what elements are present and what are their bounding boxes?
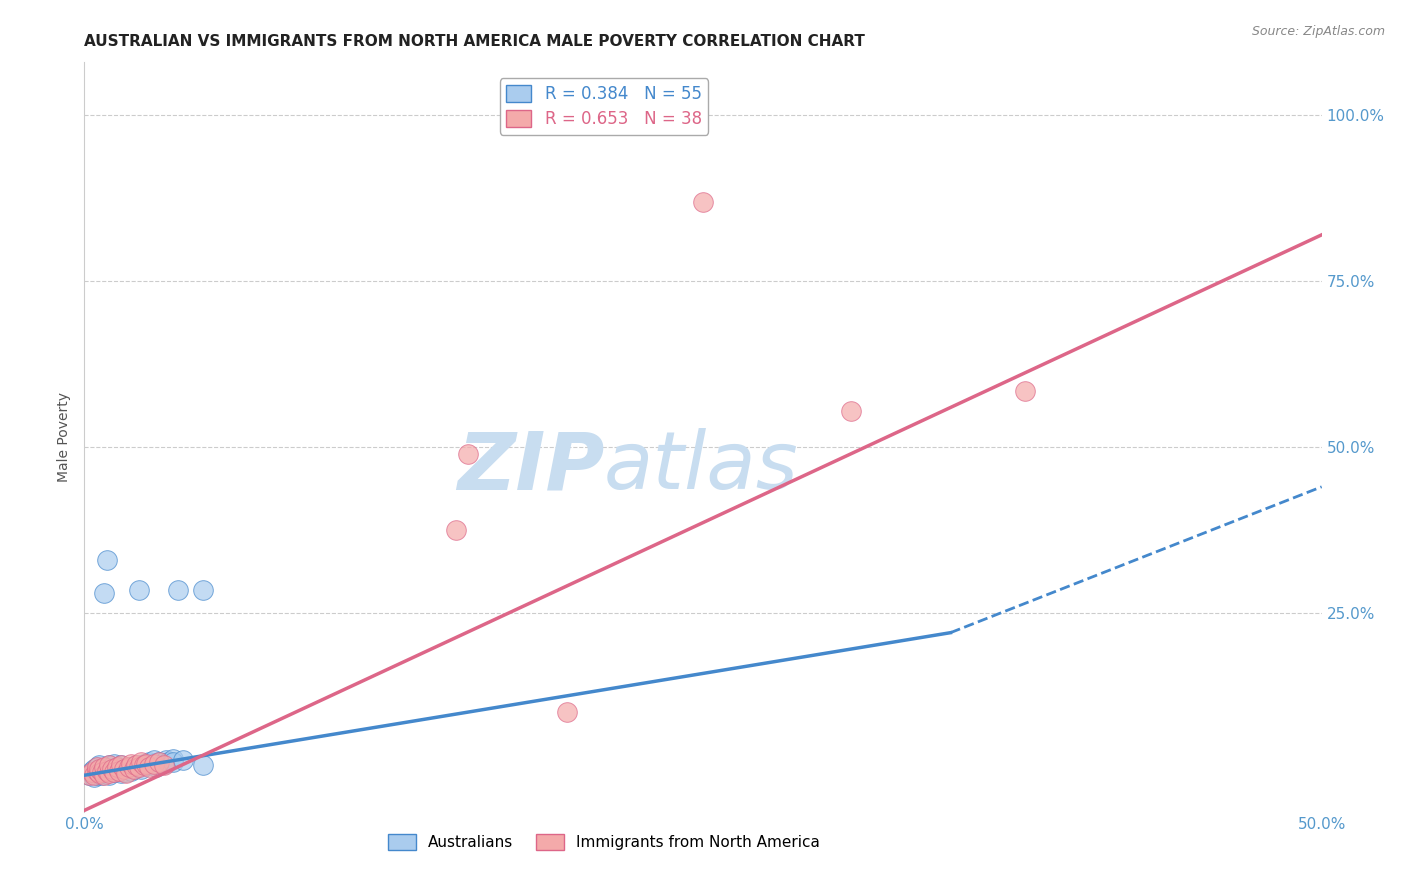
Point	[89, 762, 111, 776]
Point	[108, 764, 131, 778]
Point	[135, 756, 157, 771]
Point	[692, 194, 714, 209]
Point	[83, 768, 105, 782]
Point	[132, 756, 155, 771]
Point	[80, 766, 103, 780]
Point	[162, 752, 184, 766]
Point	[841, 403, 863, 417]
Point	[93, 586, 115, 600]
Text: ZIP: ZIP	[457, 428, 605, 506]
Y-axis label: Male Poverty: Male Poverty	[58, 392, 72, 482]
Point	[125, 758, 148, 772]
Point	[79, 768, 101, 782]
Point	[129, 762, 152, 776]
Point	[110, 758, 132, 772]
Point	[83, 770, 105, 784]
Text: AUSTRALIAN VS IMMIGRANTS FROM NORTH AMERICA MALE POVERTY CORRELATION CHART: AUSTRALIAN VS IMMIGRANTS FROM NORTH AMER…	[84, 34, 865, 49]
Point	[110, 758, 132, 772]
Point	[457, 447, 479, 461]
Point	[80, 764, 103, 779]
Point	[98, 768, 121, 782]
Point	[89, 766, 111, 780]
Point	[103, 764, 125, 779]
Point	[122, 762, 145, 776]
Point	[162, 755, 184, 769]
Point	[96, 553, 118, 567]
Point	[98, 758, 121, 772]
Point	[110, 766, 132, 780]
Point	[555, 705, 578, 719]
Point	[89, 766, 111, 780]
Point	[191, 582, 214, 597]
Text: Source: ZipAtlas.com: Source: ZipAtlas.com	[1251, 25, 1385, 38]
Point	[132, 758, 155, 772]
Point	[100, 762, 122, 776]
Point	[152, 756, 174, 771]
Point	[96, 759, 118, 773]
Point	[128, 582, 150, 597]
Point	[191, 758, 214, 772]
Point	[93, 762, 115, 776]
Point	[90, 764, 112, 778]
Point	[93, 766, 115, 780]
Point	[86, 764, 108, 779]
Point	[128, 759, 150, 773]
Point	[157, 755, 180, 769]
Point	[128, 759, 150, 773]
Point	[115, 764, 138, 779]
Point	[96, 764, 118, 779]
Point	[90, 764, 112, 779]
Point	[86, 759, 108, 773]
Point	[122, 762, 145, 776]
Point	[93, 768, 115, 782]
Point	[120, 764, 142, 778]
Point	[172, 753, 194, 767]
Point	[98, 758, 121, 772]
Point	[90, 768, 112, 782]
Point	[80, 764, 103, 778]
Point	[108, 764, 131, 778]
Point	[167, 582, 190, 597]
Point	[112, 762, 135, 776]
Text: atlas: atlas	[605, 428, 799, 506]
Point	[93, 759, 115, 773]
Legend: Australians, Immigrants from North America: Australians, Immigrants from North Ameri…	[382, 829, 825, 856]
Point	[141, 756, 163, 771]
Point	[98, 764, 121, 778]
Point	[86, 764, 108, 778]
Point	[118, 759, 141, 773]
Point	[112, 762, 135, 776]
Point	[86, 768, 108, 782]
Point	[135, 758, 157, 772]
Point	[148, 755, 170, 769]
Point	[152, 758, 174, 772]
Point	[142, 753, 165, 767]
Point	[89, 758, 111, 772]
Point	[145, 759, 167, 773]
Point	[138, 755, 160, 769]
Point	[96, 764, 118, 778]
Point	[98, 766, 121, 780]
Point	[103, 756, 125, 771]
Point	[138, 759, 160, 773]
Point	[115, 766, 138, 780]
Point	[1014, 384, 1036, 398]
Point	[129, 755, 152, 769]
Point	[155, 753, 177, 767]
Point	[120, 756, 142, 771]
Point	[118, 759, 141, 773]
Point	[100, 762, 122, 776]
Point	[142, 758, 165, 772]
Point	[105, 759, 128, 773]
Point	[103, 764, 125, 779]
Point	[83, 762, 105, 776]
Point	[148, 755, 170, 769]
Point	[142, 756, 165, 771]
Point	[125, 758, 148, 772]
Point	[89, 762, 111, 776]
Point	[86, 759, 108, 773]
Point	[105, 759, 128, 773]
Point	[79, 768, 101, 782]
Point	[444, 523, 467, 537]
